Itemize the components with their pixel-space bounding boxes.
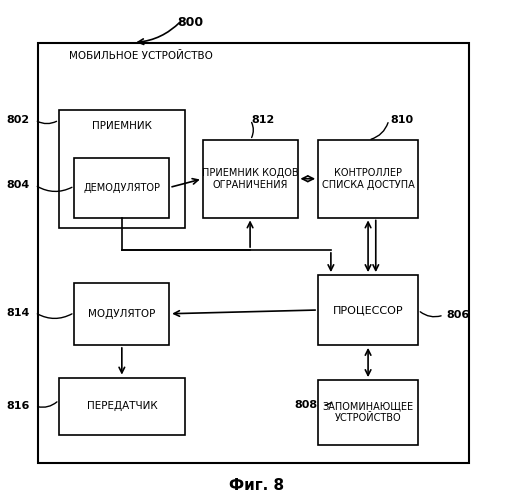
Text: 812: 812 (251, 115, 274, 125)
Bar (59, 378, 185, 435)
Text: КОНТРОЛЛЕР
СПИСКА ДОСТУПА: КОНТРОЛЛЕР СПИСКА ДОСТУПА (322, 168, 415, 190)
Text: МОБИЛЬНОЕ УСТРОЙСТВО: МОБИЛЬНОЕ УСТРОЙСТВО (69, 51, 213, 61)
Text: 806: 806 (446, 310, 469, 320)
Text: ЗАПОМИНАЮЩЕЕ
УСТРОЙСТВО: ЗАПОМИНАЮЩЕЕ УСТРОЙСТВО (323, 402, 413, 423)
Bar (203, 140, 298, 218)
Text: ПЕРЕДАТЧИК: ПЕРЕДАТЧИК (87, 401, 157, 411)
Bar (318, 275, 418, 345)
Text: Фиг. 8: Фиг. 8 (229, 478, 284, 492)
Text: 810: 810 (390, 115, 413, 125)
Text: 816: 816 (6, 401, 30, 411)
Text: 814: 814 (6, 308, 30, 318)
Text: МОДУЛЯТОР: МОДУЛЯТОР (88, 308, 155, 319)
Bar (38, 42, 469, 463)
Bar (74, 158, 169, 218)
Text: 808: 808 (294, 400, 317, 410)
Text: ПРИЕМНИК КОДОВ
ОГРАНИЧЕНИЯ: ПРИЕМНИК КОДОВ ОГРАНИЧЕНИЯ (202, 168, 299, 190)
Text: ПРОЦЕССОР: ПРОЦЕССОР (333, 305, 403, 315)
Text: 800: 800 (177, 16, 203, 29)
Text: 802: 802 (7, 115, 30, 125)
Text: 804: 804 (7, 180, 30, 190)
Text: ДЕМОДУЛЯТОР: ДЕМОДУЛЯТОР (83, 182, 161, 192)
Bar (318, 140, 418, 218)
Bar (318, 380, 418, 445)
Text: ПРИЕМНИК: ПРИЕМНИК (92, 121, 152, 131)
Bar (59, 110, 185, 228)
Bar (74, 282, 169, 345)
